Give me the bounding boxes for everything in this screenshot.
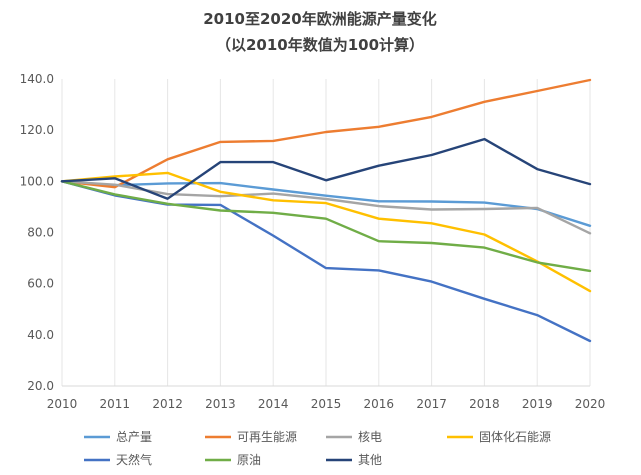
legend-label: 天然气 <box>116 452 152 467</box>
series-line <box>60 171 592 293</box>
x-tick-label: 2015 <box>311 397 342 411</box>
y-axis-ticks: 20.0 40.0 60.0 80.0 100.0 120.0 140.0 <box>20 72 54 393</box>
x-tick-label: 2018 <box>469 397 500 411</box>
x-tick-label: 2012 <box>152 397 183 411</box>
x-tick-label: 2020 <box>575 397 606 411</box>
x-tick-label: 2017 <box>416 397 447 411</box>
legend-label: 原油 <box>237 453 261 467</box>
y-tick-label: 140.0 <box>20 72 54 86</box>
legend-label: 固体化石能源 <box>479 430 551 444</box>
legend-label: 核电 <box>358 430 382 444</box>
x-tick-label: 2014 <box>258 397 289 411</box>
series-lines <box>60 78 592 343</box>
chart-subtitle: （以2010年数值为100计算） <box>216 36 424 54</box>
y-tick-label: 40.0 <box>27 328 54 342</box>
x-tick-label: 2019 <box>522 397 553 411</box>
legend-label: 其他 <box>358 453 382 467</box>
y-tick-label: 120.0 <box>20 123 54 137</box>
series-line <box>60 137 592 200</box>
x-tick-label: 2011 <box>100 397 131 411</box>
x-tick-label: 2013 <box>205 397 236 411</box>
series-line <box>60 78 592 189</box>
legend-label: 可再生能源 <box>237 430 297 444</box>
series-line <box>60 180 592 273</box>
x-tick-label: 2010 <box>47 397 78 411</box>
y-tick-label: 80.0 <box>27 226 54 240</box>
grid-lines <box>61 79 591 386</box>
y-tick-label: 60.0 <box>27 277 54 291</box>
chart-title: 2010至2020年欧洲能源产量变化 <box>203 10 437 28</box>
series-line <box>60 180 592 228</box>
x-tick-label: 2016 <box>364 397 395 411</box>
x-axis-ticks: 2010 2011 2012 2013 2014 2015 2016 2017 2018 2019… <box>47 397 606 411</box>
y-tick-label: 20.0 <box>27 379 54 393</box>
legend-label: 总产量 <box>116 430 152 444</box>
y-tick-label: 100.0 <box>20 174 54 188</box>
